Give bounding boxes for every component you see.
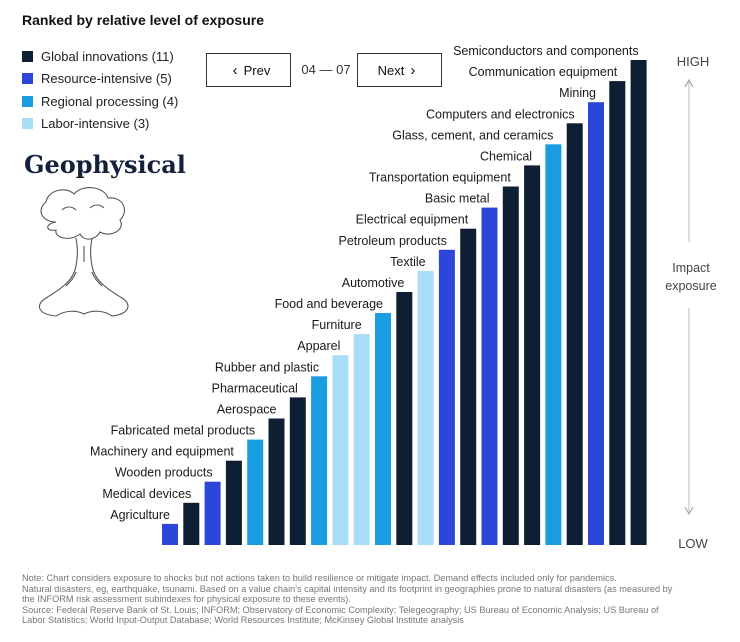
bar-label-fabricated-metal-products: Fabricated metal products xyxy=(111,424,256,438)
axis-arrow-up-icon xyxy=(684,78,694,88)
bar-pharmaceutical xyxy=(289,397,306,545)
bar-furniture xyxy=(353,334,370,545)
bar-label-chemical: Chemical xyxy=(480,149,532,163)
footnotes: Note: Chart considers exposure to shocks… xyxy=(22,573,734,626)
axis-low-label: LOW xyxy=(678,536,708,551)
note-line: Labor Statistics; World Input-Output Dat… xyxy=(22,615,464,626)
bar-medical-devices xyxy=(183,502,200,545)
bar-label-electrical-equipment: Electrical equipment xyxy=(356,213,469,227)
bar-machinery-and-equipment xyxy=(225,460,242,545)
prev-button-label: Prev xyxy=(243,62,271,78)
axis-title-line: Impact xyxy=(672,261,710,275)
legend-swatch xyxy=(22,73,33,85)
bar-apparel xyxy=(332,355,349,545)
bar-chemical xyxy=(524,165,541,545)
bar-label-computers-and-electronics: Computers and electronics xyxy=(426,107,575,121)
note-line: Source: Federal Reserve Bank of St. Loui… xyxy=(22,604,659,615)
legend-label: Global innovations (11) xyxy=(41,48,174,64)
bar-agriculture xyxy=(162,523,178,545)
bar-label-rubber-and-plastic: Rubber and plastic xyxy=(215,360,319,374)
chevron-left-icon: ‹ xyxy=(232,61,238,79)
bar-semiconductors-and-components xyxy=(630,60,647,545)
legend-label: Resource-intensive (5) xyxy=(41,71,172,87)
bar-label-petroleum-products: Petroleum products xyxy=(339,234,447,248)
bar-basic-metal xyxy=(481,207,498,545)
legend-swatch xyxy=(22,50,33,62)
next-button[interactable]: Next › xyxy=(357,53,442,87)
note-line: the INFORM risk assessment subindexes fo… xyxy=(22,594,351,605)
bar-label-agriculture: Agriculture xyxy=(110,508,170,522)
bar-label-textile: Textile xyxy=(390,255,425,269)
bar-label-mining: Mining xyxy=(559,86,596,100)
bar-label-automotive: Automotive xyxy=(342,276,405,290)
bar-label-furniture: Furniture xyxy=(312,318,362,332)
chevron-right-icon: › xyxy=(410,61,416,79)
bar-label-glass-cement-and-ceramics: Glass, cement, and ceramics xyxy=(392,128,553,142)
note-line: Note: Chart considers exposure to shocks… xyxy=(22,573,617,583)
legend-swatch xyxy=(22,95,33,107)
bar-label-machinery-and-equipment: Machinery and equipment xyxy=(90,445,234,459)
legend-swatch xyxy=(22,118,33,130)
bar-label-wooden-products: Wooden products xyxy=(115,466,213,480)
bar-label-transportation-equipment: Transportation equipment xyxy=(369,171,512,185)
bar-automotive xyxy=(396,292,413,545)
bar-rubber-and-plastic xyxy=(311,376,328,545)
legend-item-labor-intensive: Labor-intensive (3) xyxy=(22,113,178,136)
bar-aerospace xyxy=(268,418,285,545)
legend-item-regional-processing: Regional processing (4) xyxy=(22,90,178,113)
bar-wooden-products xyxy=(204,481,221,545)
legend: Global innovations (11) Resource-intensi… xyxy=(22,45,178,135)
legend-item-global-innovations: Global innovations (11) xyxy=(22,45,178,68)
bar-chart: Agriculture Medical devices Wooden product… xyxy=(90,44,717,551)
bar-label-semiconductors-and-components: Semiconductors and components xyxy=(453,44,639,58)
bar-food-and-beverage xyxy=(375,313,391,545)
legend-label: Regional processing (4) xyxy=(41,93,179,109)
axis-arrow-down-icon xyxy=(684,506,694,516)
bar-petroleum-products xyxy=(438,249,455,546)
mushroom-cloud-icon xyxy=(38,187,129,317)
legend-item-resource-intensive: Resource-intensive (5) xyxy=(22,68,178,91)
note-line: Natural disasters, eg, earthquake, tsuna… xyxy=(22,583,673,594)
bar-glass-cement-and-ceramics xyxy=(545,144,562,546)
bar-label-medical-devices: Medical devices xyxy=(102,487,191,501)
axis-high-label: HIGH xyxy=(677,54,710,69)
bar-computers-and-electronics xyxy=(566,123,583,546)
bar-label-pharmaceutical: Pharmaceutical xyxy=(212,381,298,395)
next-button-label: Next xyxy=(377,62,405,78)
bar-label-apparel: Apparel xyxy=(297,339,340,353)
legend-label: Labor-intensive (3) xyxy=(41,116,150,132)
bar-transportation-equipment xyxy=(502,186,519,545)
bar-fabricated-metal-products xyxy=(247,439,264,545)
bar-electrical-equipment xyxy=(460,228,477,545)
bar-mining xyxy=(588,102,604,545)
section-title: Geophysical xyxy=(24,150,186,179)
bar-label-food-and-beverage: Food and beverage xyxy=(275,297,383,311)
bar-label-communication-equipment: Communication equipment xyxy=(469,65,618,79)
bar-textile xyxy=(417,270,434,545)
page-indicator: 04 — 07 xyxy=(301,62,351,77)
bar-label-basic-metal: Basic metal xyxy=(425,192,490,206)
prev-button[interactable]: ‹ Prev xyxy=(206,53,291,87)
bar-communication-equipment xyxy=(609,81,626,545)
chart-title: Ranked by relative level of exposure xyxy=(22,12,264,28)
bar-label-aerospace: Aerospace xyxy=(217,403,277,417)
axis-title-line: exposure xyxy=(665,279,716,293)
